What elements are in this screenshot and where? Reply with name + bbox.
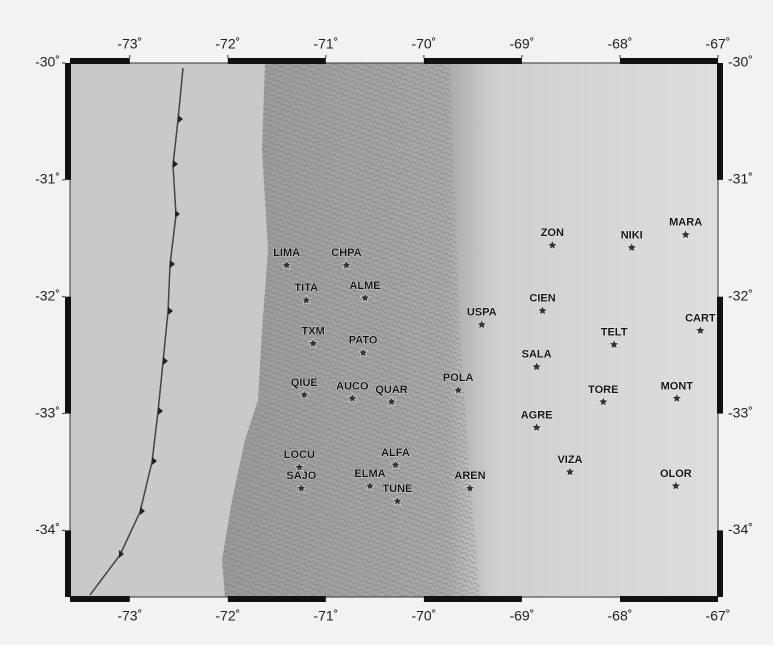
x-tick-label: -72˚ xyxy=(215,608,240,624)
y-tick-label: -30˚ xyxy=(728,54,753,70)
frame-bar xyxy=(65,530,71,597)
station-label: ZON xyxy=(541,227,564,239)
station-label: AREN xyxy=(454,470,485,482)
station-label: CIEN xyxy=(529,293,555,305)
x-tick-label: -73˚ xyxy=(117,36,142,52)
frame-bar xyxy=(620,58,718,64)
station-label: NIKI xyxy=(621,230,643,242)
y-tick-label: -32˚ xyxy=(728,287,753,303)
station-label: OLOR xyxy=(660,468,692,480)
frame-bar xyxy=(717,63,723,180)
station-label: POLA xyxy=(443,372,474,384)
y-tick-label: -31˚ xyxy=(35,171,60,187)
x-tick-label: -69˚ xyxy=(509,608,534,624)
frame-bar xyxy=(717,297,723,414)
y-tick-label: -31˚ xyxy=(728,171,753,187)
x-tick-label: -73˚ xyxy=(117,608,142,624)
station-label: ALME xyxy=(349,280,380,292)
frame-bar xyxy=(228,596,326,602)
x-tick-label: -72˚ xyxy=(215,36,240,52)
y-tick-label: -34˚ xyxy=(35,521,60,537)
y-tick-label: -33˚ xyxy=(35,404,60,420)
station-label: PATO xyxy=(349,335,378,347)
x-tick-label: -68˚ xyxy=(608,36,633,52)
frame-bar xyxy=(717,530,723,597)
x-tick-label: -70˚ xyxy=(411,36,436,52)
frame-bar xyxy=(65,297,71,414)
station-label: TELT xyxy=(601,327,628,339)
x-tick-label: -70˚ xyxy=(411,608,436,624)
x-tick-label: -71˚ xyxy=(313,608,338,624)
frame-bar xyxy=(70,596,130,602)
y-tick-label: -34˚ xyxy=(728,521,753,537)
y-tick-label: -30˚ xyxy=(35,54,60,70)
station-label: TITA xyxy=(294,282,318,294)
station-label: MARA xyxy=(669,217,702,229)
station-label: SAJO xyxy=(286,470,316,482)
station-label: AGRE xyxy=(521,409,553,421)
x-tick-label: -71˚ xyxy=(313,36,338,52)
x-tick-label: -67˚ xyxy=(706,36,731,52)
station-label: VIZA xyxy=(557,454,582,466)
station-label: ALFA xyxy=(381,447,410,459)
y-tick-label: -33˚ xyxy=(728,404,753,420)
station-label: AUCO xyxy=(336,380,369,392)
station-label: LOCU xyxy=(284,449,315,461)
station-label: ELMA xyxy=(354,468,385,480)
station-label: TORE xyxy=(588,384,618,396)
x-tick-label: -67˚ xyxy=(706,608,731,624)
station-label: USPA xyxy=(467,307,497,319)
frame-bar xyxy=(424,58,522,64)
station-label: MONT xyxy=(661,380,694,392)
station-label: LIMA xyxy=(273,247,300,259)
station-label: TUNE xyxy=(382,483,412,495)
frame-bar xyxy=(620,596,718,602)
x-tick-label: -69˚ xyxy=(509,36,534,52)
frame-bar xyxy=(424,596,522,602)
frame-bar xyxy=(65,63,71,180)
station-label: CART xyxy=(685,312,716,324)
station-label: QUAR xyxy=(375,384,407,396)
station-label: CHPA xyxy=(331,247,361,259)
x-tick-label: -68˚ xyxy=(608,608,633,624)
y-tick-label: -32˚ xyxy=(35,287,60,303)
frame-bar xyxy=(70,58,130,64)
station-label: QIUE xyxy=(291,377,318,389)
station-label: SALA xyxy=(522,349,552,361)
map: -73˚ -73˚ -72˚ -72˚ -71˚ -71˚ -70˚ -70˚ -69˚ -69˚… xyxy=(0,0,773,645)
station-label: TXM xyxy=(302,325,325,337)
frame-bar xyxy=(228,58,326,64)
